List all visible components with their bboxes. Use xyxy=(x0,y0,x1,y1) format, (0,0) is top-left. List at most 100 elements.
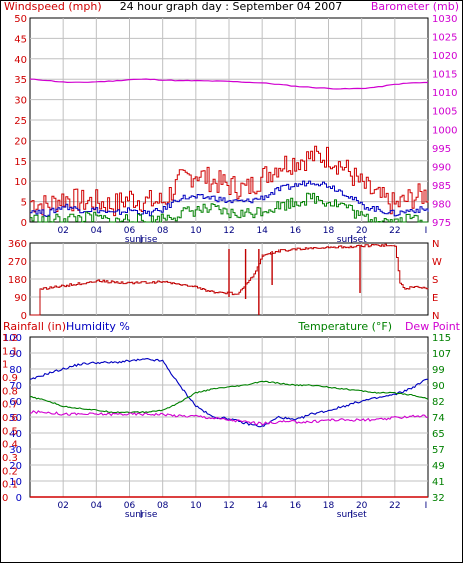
barometer-tick-label: 1020 xyxy=(432,51,457,62)
weather-x-tick-label: 06 xyxy=(124,501,136,511)
windspeed-tick-label: 15 xyxy=(14,157,27,168)
humidity-tick-label: 20 xyxy=(9,461,22,472)
rainfall-tick-label: 0 xyxy=(2,493,8,504)
humidity-tick-label: 50 xyxy=(9,413,22,424)
temperature-tick-label: 32 xyxy=(432,493,445,504)
humidity-tick-label: 90 xyxy=(9,349,22,360)
windspeed-tick-label: 5 xyxy=(21,198,27,209)
direction-degrees-tick-label: 180 xyxy=(8,275,27,286)
temperature-tick-label: 107 xyxy=(432,349,451,360)
rainfall-label: Rainfall (in) xyxy=(3,320,66,333)
rainfall-tick-label: 0.1 xyxy=(2,480,18,491)
windspeed-tick-label: 10 xyxy=(14,177,27,188)
windspeed-tick-label: 40 xyxy=(14,55,27,66)
wind-x-tick-label: 16 xyxy=(290,226,302,236)
barometer-tick-label: 980 xyxy=(432,199,451,210)
weather-gridlines xyxy=(30,337,428,497)
weather-x-tick-label: 12 xyxy=(223,501,234,511)
wind-x-tick-label: I xyxy=(425,226,428,236)
humidity-label: Humidity % xyxy=(66,320,130,333)
rainfall-tick-label: 0.3 xyxy=(2,453,18,464)
humidity-tick-label: 10 xyxy=(9,477,22,488)
rainfall-tick-label: 0.6 xyxy=(2,413,18,424)
wind-x-tick-label: 02 xyxy=(57,226,68,236)
humidity-tick-label: 70 xyxy=(9,381,22,392)
temperature-label: Temperature (°F) xyxy=(297,320,392,333)
humidity-tick-label: 100 xyxy=(3,333,22,344)
wind-gust-line xyxy=(30,145,429,217)
temperature-tick-label: 49 xyxy=(432,461,445,472)
temperature-tick-label: 57 xyxy=(432,445,445,456)
humidity-tick-label: 0 xyxy=(16,493,22,504)
wind-x-tick-label: 04 xyxy=(91,226,103,236)
temperature-right-axis: 115 107 99 90 82 74 65 57 49 41 32 xyxy=(432,333,451,504)
humidity-tick-label: 40 xyxy=(9,429,22,440)
rainfall-tick-label: 0.5 xyxy=(2,426,18,437)
barometer-label: Barometer (mb) xyxy=(371,0,459,13)
windspeed-tick-label: 25 xyxy=(14,116,27,127)
barometer-tick-label: 995 xyxy=(432,144,451,155)
temperature-tick-label: 115 xyxy=(432,333,451,344)
humidity-line xyxy=(29,358,428,428)
barometer-tick-label: 975 xyxy=(432,218,451,229)
wind-x-tick-label: 10 xyxy=(190,226,202,236)
windspeed-label: Windspeed (mph) xyxy=(4,0,102,13)
direction-series-group xyxy=(30,243,429,316)
weather-x-tick-label: I xyxy=(425,501,428,511)
barometer-tick-label: 990 xyxy=(432,162,451,173)
graph-title: 24 hour graph day : September 04 2007 xyxy=(120,0,343,13)
barometer-tick-label: 1025 xyxy=(432,33,457,44)
direction-degrees-tick-label: 270 xyxy=(8,257,27,268)
rainfall-tick-label: 0.9 xyxy=(2,373,18,384)
direction-compass-tick-label: S xyxy=(432,275,438,286)
weather-x-tick-label: 04 xyxy=(91,501,103,511)
wind-barometer-panel: Windspeed (mph) 24 hour graph day : Sept… xyxy=(4,0,459,245)
barometer-tick-label: 1015 xyxy=(432,70,457,81)
windspeed-tick-label: 20 xyxy=(14,136,27,147)
weather-series-group xyxy=(29,358,429,498)
temperature-tick-label: 65 xyxy=(432,429,445,440)
wind-average-line xyxy=(30,180,429,217)
direction-compass-tick-label: W xyxy=(432,257,442,268)
windspeed-tick-label: 35 xyxy=(14,75,27,86)
rainfall-tick-label: 0.8 xyxy=(2,386,18,397)
humidity-tick-label: 30 xyxy=(9,445,22,456)
temperature-tick-label: 74 xyxy=(432,413,445,424)
weather-x-tick-label: 22 xyxy=(389,501,400,511)
windspeed-tick-label: 45 xyxy=(14,34,27,45)
windspeed-tick-label: 30 xyxy=(14,96,27,107)
rainfall-tick-label: 1.1 xyxy=(2,346,18,357)
weather-x-tick-label: 02 xyxy=(57,501,68,511)
wind-x-tick-label: 22 xyxy=(389,226,400,236)
barometer-tick-label: 1005 xyxy=(432,107,457,118)
direction-compass-tick-label: N xyxy=(432,311,439,322)
rainfall-tick-label: 0.2 xyxy=(2,466,18,477)
rainfall-tick-label: 1.2 xyxy=(2,333,18,344)
rainfall-tick-label: 1 xyxy=(2,360,8,371)
weather-x-tick-label: 20 xyxy=(356,501,368,511)
temperature-tick-label: 82 xyxy=(432,397,445,408)
weather-x-tick-label: 14 xyxy=(256,501,268,511)
direction-degrees-tick-label: 90 xyxy=(14,293,27,304)
weather-left-axis: 10090807060504030201001.21.110.90.80.70.… xyxy=(2,333,22,504)
rainfall-tick-label: 0.4 xyxy=(2,440,18,451)
direction-left-axis: 360 270 180 90 0 xyxy=(8,239,27,322)
wind-gridlines xyxy=(30,18,428,222)
barometer-tick-label: 1030 xyxy=(432,14,457,25)
wind-x-tick-label: 20 xyxy=(356,226,368,236)
barometer-tick-label: 1000 xyxy=(432,125,457,136)
temperature-tick-label: 99 xyxy=(432,365,445,376)
humidity-tick-label: 60 xyxy=(9,397,22,408)
direction-compass-tick-label: E xyxy=(432,293,438,304)
humidity-tick-label: 80 xyxy=(9,365,22,376)
wind-x-tick-label: 08 xyxy=(157,226,169,236)
windspeed-tick-label: 0 xyxy=(21,218,27,229)
temperature-tick-label: 41 xyxy=(432,477,445,488)
wind-x-tick-label: 14 xyxy=(256,226,268,236)
barometer-tick-label: 1010 xyxy=(432,88,457,99)
